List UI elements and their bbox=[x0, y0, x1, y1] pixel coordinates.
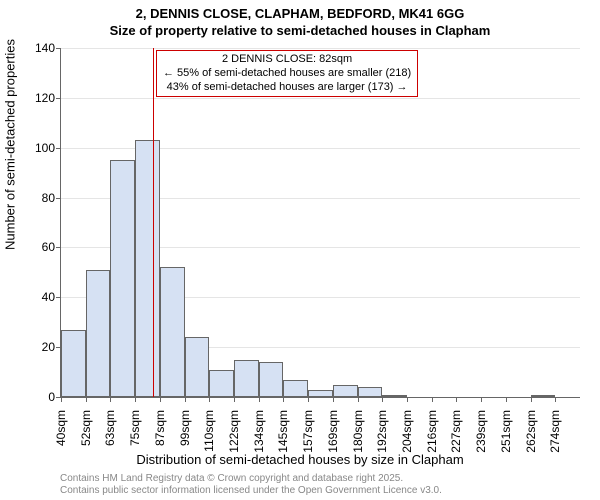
x-tick-mark bbox=[86, 397, 87, 402]
x-tick-mark bbox=[333, 397, 334, 402]
x-tick-label: 40sqm bbox=[54, 410, 68, 446]
x-tick-label: 274sqm bbox=[548, 410, 562, 453]
subject-marker-line bbox=[153, 48, 154, 397]
histogram-bar bbox=[234, 360, 259, 397]
x-tick-mark bbox=[506, 397, 507, 402]
x-tick-mark bbox=[209, 397, 210, 402]
chart-title: 2, DENNIS CLOSE, CLAPHAM, BEDFORD, MK41 … bbox=[0, 0, 600, 40]
x-tick-label: 227sqm bbox=[449, 410, 463, 453]
histogram-bar bbox=[209, 370, 234, 397]
x-tick-mark bbox=[432, 397, 433, 402]
credit-line-2: Contains public sector information licen… bbox=[60, 485, 442, 497]
x-tick-label: 157sqm bbox=[301, 410, 315, 453]
histogram-bar bbox=[135, 140, 160, 397]
histogram-bar bbox=[283, 380, 308, 397]
x-tick-label: 262sqm bbox=[524, 410, 538, 453]
annotation-line-2: ← 55% of semi-detached houses are smalle… bbox=[163, 67, 411, 81]
x-tick-mark bbox=[382, 397, 383, 402]
footer-credits: Contains HM Land Registry data © Crown c… bbox=[60, 473, 442, 496]
annotation-line-1: 2 DENNIS CLOSE: 82sqm bbox=[163, 53, 411, 67]
x-tick-label: 99sqm bbox=[178, 410, 192, 446]
x-tick-mark bbox=[555, 397, 556, 402]
plot-area: 2 DENNIS CLOSE: 82sqm ← 55% of semi-deta… bbox=[60, 48, 580, 398]
x-tick-label: 134sqm bbox=[252, 410, 266, 453]
y-tick-label: 0 bbox=[48, 390, 55, 404]
x-tick-label: 122sqm bbox=[227, 410, 241, 453]
credit-line-1: Contains HM Land Registry data © Crown c… bbox=[60, 473, 442, 485]
annotation-box: 2 DENNIS CLOSE: 82sqm ← 55% of semi-deta… bbox=[156, 50, 418, 97]
x-tick-mark bbox=[61, 397, 62, 402]
x-tick-label: 75sqm bbox=[128, 410, 142, 446]
x-tick-mark bbox=[160, 397, 161, 402]
histogram-bar bbox=[259, 362, 284, 397]
x-axis-label: Distribution of semi-detached houses by … bbox=[136, 452, 463, 467]
x-tick-label: 192sqm bbox=[375, 410, 389, 453]
y-tick-label: 100 bbox=[35, 141, 55, 155]
y-tick-label: 60 bbox=[42, 240, 55, 254]
x-tick-mark bbox=[185, 397, 186, 402]
y-tick-label: 20 bbox=[42, 340, 55, 354]
x-tick-mark bbox=[110, 397, 111, 402]
x-tick-mark bbox=[481, 397, 482, 402]
histogram-bar bbox=[308, 390, 333, 397]
y-tick-label: 120 bbox=[35, 91, 55, 105]
histogram-bar bbox=[110, 160, 135, 397]
x-tick-label: 169sqm bbox=[326, 410, 340, 453]
x-tick-label: 180sqm bbox=[351, 410, 365, 453]
histogram-bar bbox=[333, 385, 358, 397]
title-line-1: 2, DENNIS CLOSE, CLAPHAM, BEDFORD, MK41 … bbox=[0, 6, 600, 23]
x-tick-label: 239sqm bbox=[474, 410, 488, 453]
x-tick-mark bbox=[407, 397, 408, 402]
histogram-bar bbox=[531, 395, 556, 397]
x-tick-label: 145sqm bbox=[276, 410, 290, 453]
property-size-chart: 2, DENNIS CLOSE, CLAPHAM, BEDFORD, MK41 … bbox=[0, 0, 600, 500]
x-tick-label: 216sqm bbox=[425, 410, 439, 453]
x-tick-mark bbox=[308, 397, 309, 402]
x-tick-label: 110sqm bbox=[202, 410, 216, 452]
y-axis-label: Number of semi-detached properties bbox=[3, 39, 18, 250]
x-tick-mark bbox=[135, 397, 136, 402]
histogram-bar bbox=[86, 270, 111, 397]
histogram-bar bbox=[358, 387, 383, 397]
y-tick-label: 80 bbox=[42, 191, 55, 205]
histogram-bar bbox=[382, 395, 407, 397]
annotation-line-3: 43% of semi-detached houses are larger (… bbox=[163, 81, 411, 95]
y-tick-label: 40 bbox=[42, 290, 55, 304]
x-tick-label: 63sqm bbox=[103, 410, 117, 446]
x-tick-mark bbox=[283, 397, 284, 402]
x-tick-label: 204sqm bbox=[400, 410, 414, 453]
histogram-bar bbox=[160, 267, 185, 397]
x-tick-mark bbox=[358, 397, 359, 402]
histogram-bar bbox=[61, 330, 86, 397]
x-tick-mark bbox=[531, 397, 532, 402]
x-tick-mark bbox=[456, 397, 457, 402]
y-tick-label: 140 bbox=[35, 41, 55, 55]
histogram-bar bbox=[185, 337, 210, 397]
x-tick-mark bbox=[234, 397, 235, 402]
x-tick-mark bbox=[259, 397, 260, 402]
title-line-2: Size of property relative to semi-detach… bbox=[0, 23, 600, 40]
x-tick-label: 251sqm bbox=[499, 410, 513, 453]
x-tick-label: 87sqm bbox=[153, 410, 167, 446]
x-tick-label: 52sqm bbox=[79, 410, 93, 446]
